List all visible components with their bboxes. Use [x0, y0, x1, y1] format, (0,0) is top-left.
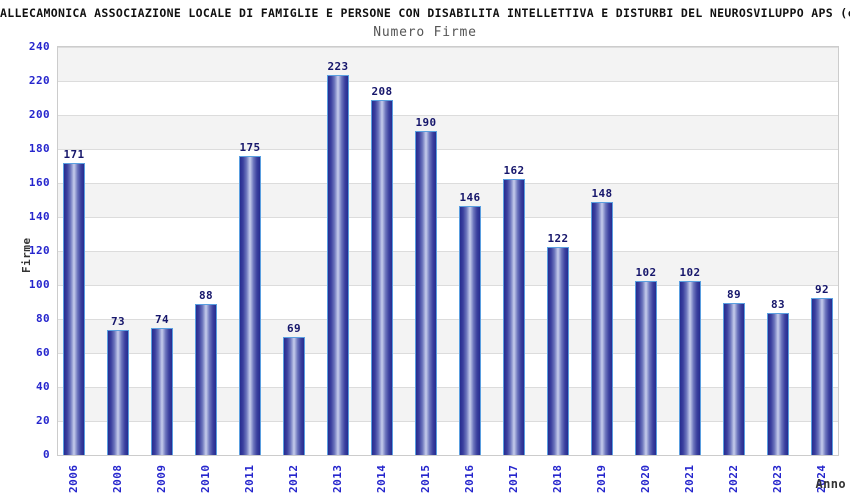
bar-value-label: 92 [814, 283, 830, 296]
bar-value-label: 190 [415, 116, 437, 129]
bar-value-label: 122 [547, 232, 569, 245]
chart-title: ALLECAMONICA ASSOCIAZIONE LOCALE DI FAMI… [0, 6, 850, 20]
x-tick-label: 2021 [683, 464, 696, 494]
y-tick-label: 40 [35, 380, 50, 393]
x-tick-label: 2022 [727, 464, 740, 494]
bar [635, 281, 657, 455]
bar [415, 131, 437, 455]
x-tick-label: 2016 [463, 464, 476, 494]
x-tick-label: 2012 [287, 464, 300, 494]
x-tick-label: 2009 [155, 464, 168, 494]
x-axis-label: Anno [815, 477, 846, 491]
bar [591, 202, 613, 455]
bar-value-label: 175 [239, 141, 261, 154]
bar-value-label: 74 [154, 313, 170, 326]
y-tick-label: 80 [35, 312, 50, 325]
y-tick-label: 0 [42, 448, 50, 461]
bar [767, 313, 789, 455]
y-tick-label: 100 [28, 278, 50, 291]
bar-value-label: 83 [770, 298, 786, 311]
bar [239, 156, 261, 455]
bar-value-label: 208 [371, 85, 393, 98]
x-tick-label: 2013 [331, 464, 344, 494]
y-tick-label: 140 [28, 210, 50, 223]
y-tick-label: 240 [28, 40, 50, 53]
y-tick-label: 160 [28, 176, 50, 189]
bar-value-label: 223 [327, 60, 349, 73]
x-tick-label: 2017 [507, 464, 520, 494]
bar-value-label: 102 [679, 266, 701, 279]
y-tick-label: 200 [28, 108, 50, 121]
bar [63, 163, 85, 455]
bar-value-label: 69 [286, 322, 302, 335]
chart-subtitle: Numero Firme [373, 25, 477, 40]
y-tick-label: 120 [28, 244, 50, 257]
x-tick-label: 2008 [111, 464, 124, 494]
bar [195, 304, 217, 455]
bar [151, 328, 173, 455]
bar-value-label: 162 [503, 164, 525, 177]
bar-value-label: 146 [459, 191, 481, 204]
x-tick-label: 2020 [639, 464, 652, 494]
bar-value-label: 89 [726, 288, 742, 301]
bar-value-label: 171 [63, 148, 85, 161]
bar [547, 247, 569, 455]
y-tick-label: 20 [35, 414, 50, 427]
bar [811, 298, 833, 455]
x-tick-label: 2015 [419, 464, 432, 494]
bar [503, 179, 525, 455]
bar [459, 206, 481, 455]
x-tick-label: 2023 [771, 464, 784, 494]
x-tick-label: 2006 [67, 464, 80, 494]
x-tick-label: 2014 [375, 464, 388, 494]
x-tick-label: 2010 [199, 464, 212, 494]
bar [283, 337, 305, 455]
y-tick-label: 180 [28, 142, 50, 155]
x-tick-label: 2019 [595, 464, 608, 494]
x-tick-label: 2011 [243, 464, 256, 494]
bar [371, 100, 393, 455]
bar [723, 303, 745, 455]
x-tick-label: 2018 [551, 464, 564, 494]
plot-area [57, 46, 839, 456]
bar [107, 330, 129, 455]
bar-value-label: 73 [110, 315, 126, 328]
bar-value-label: 102 [635, 266, 657, 279]
y-tick-label: 60 [35, 346, 50, 359]
bar [327, 75, 349, 455]
y-tick-label: 220 [28, 74, 50, 87]
bar-value-label: 148 [591, 187, 613, 200]
bar-value-label: 88 [198, 289, 214, 302]
bar [679, 281, 701, 455]
